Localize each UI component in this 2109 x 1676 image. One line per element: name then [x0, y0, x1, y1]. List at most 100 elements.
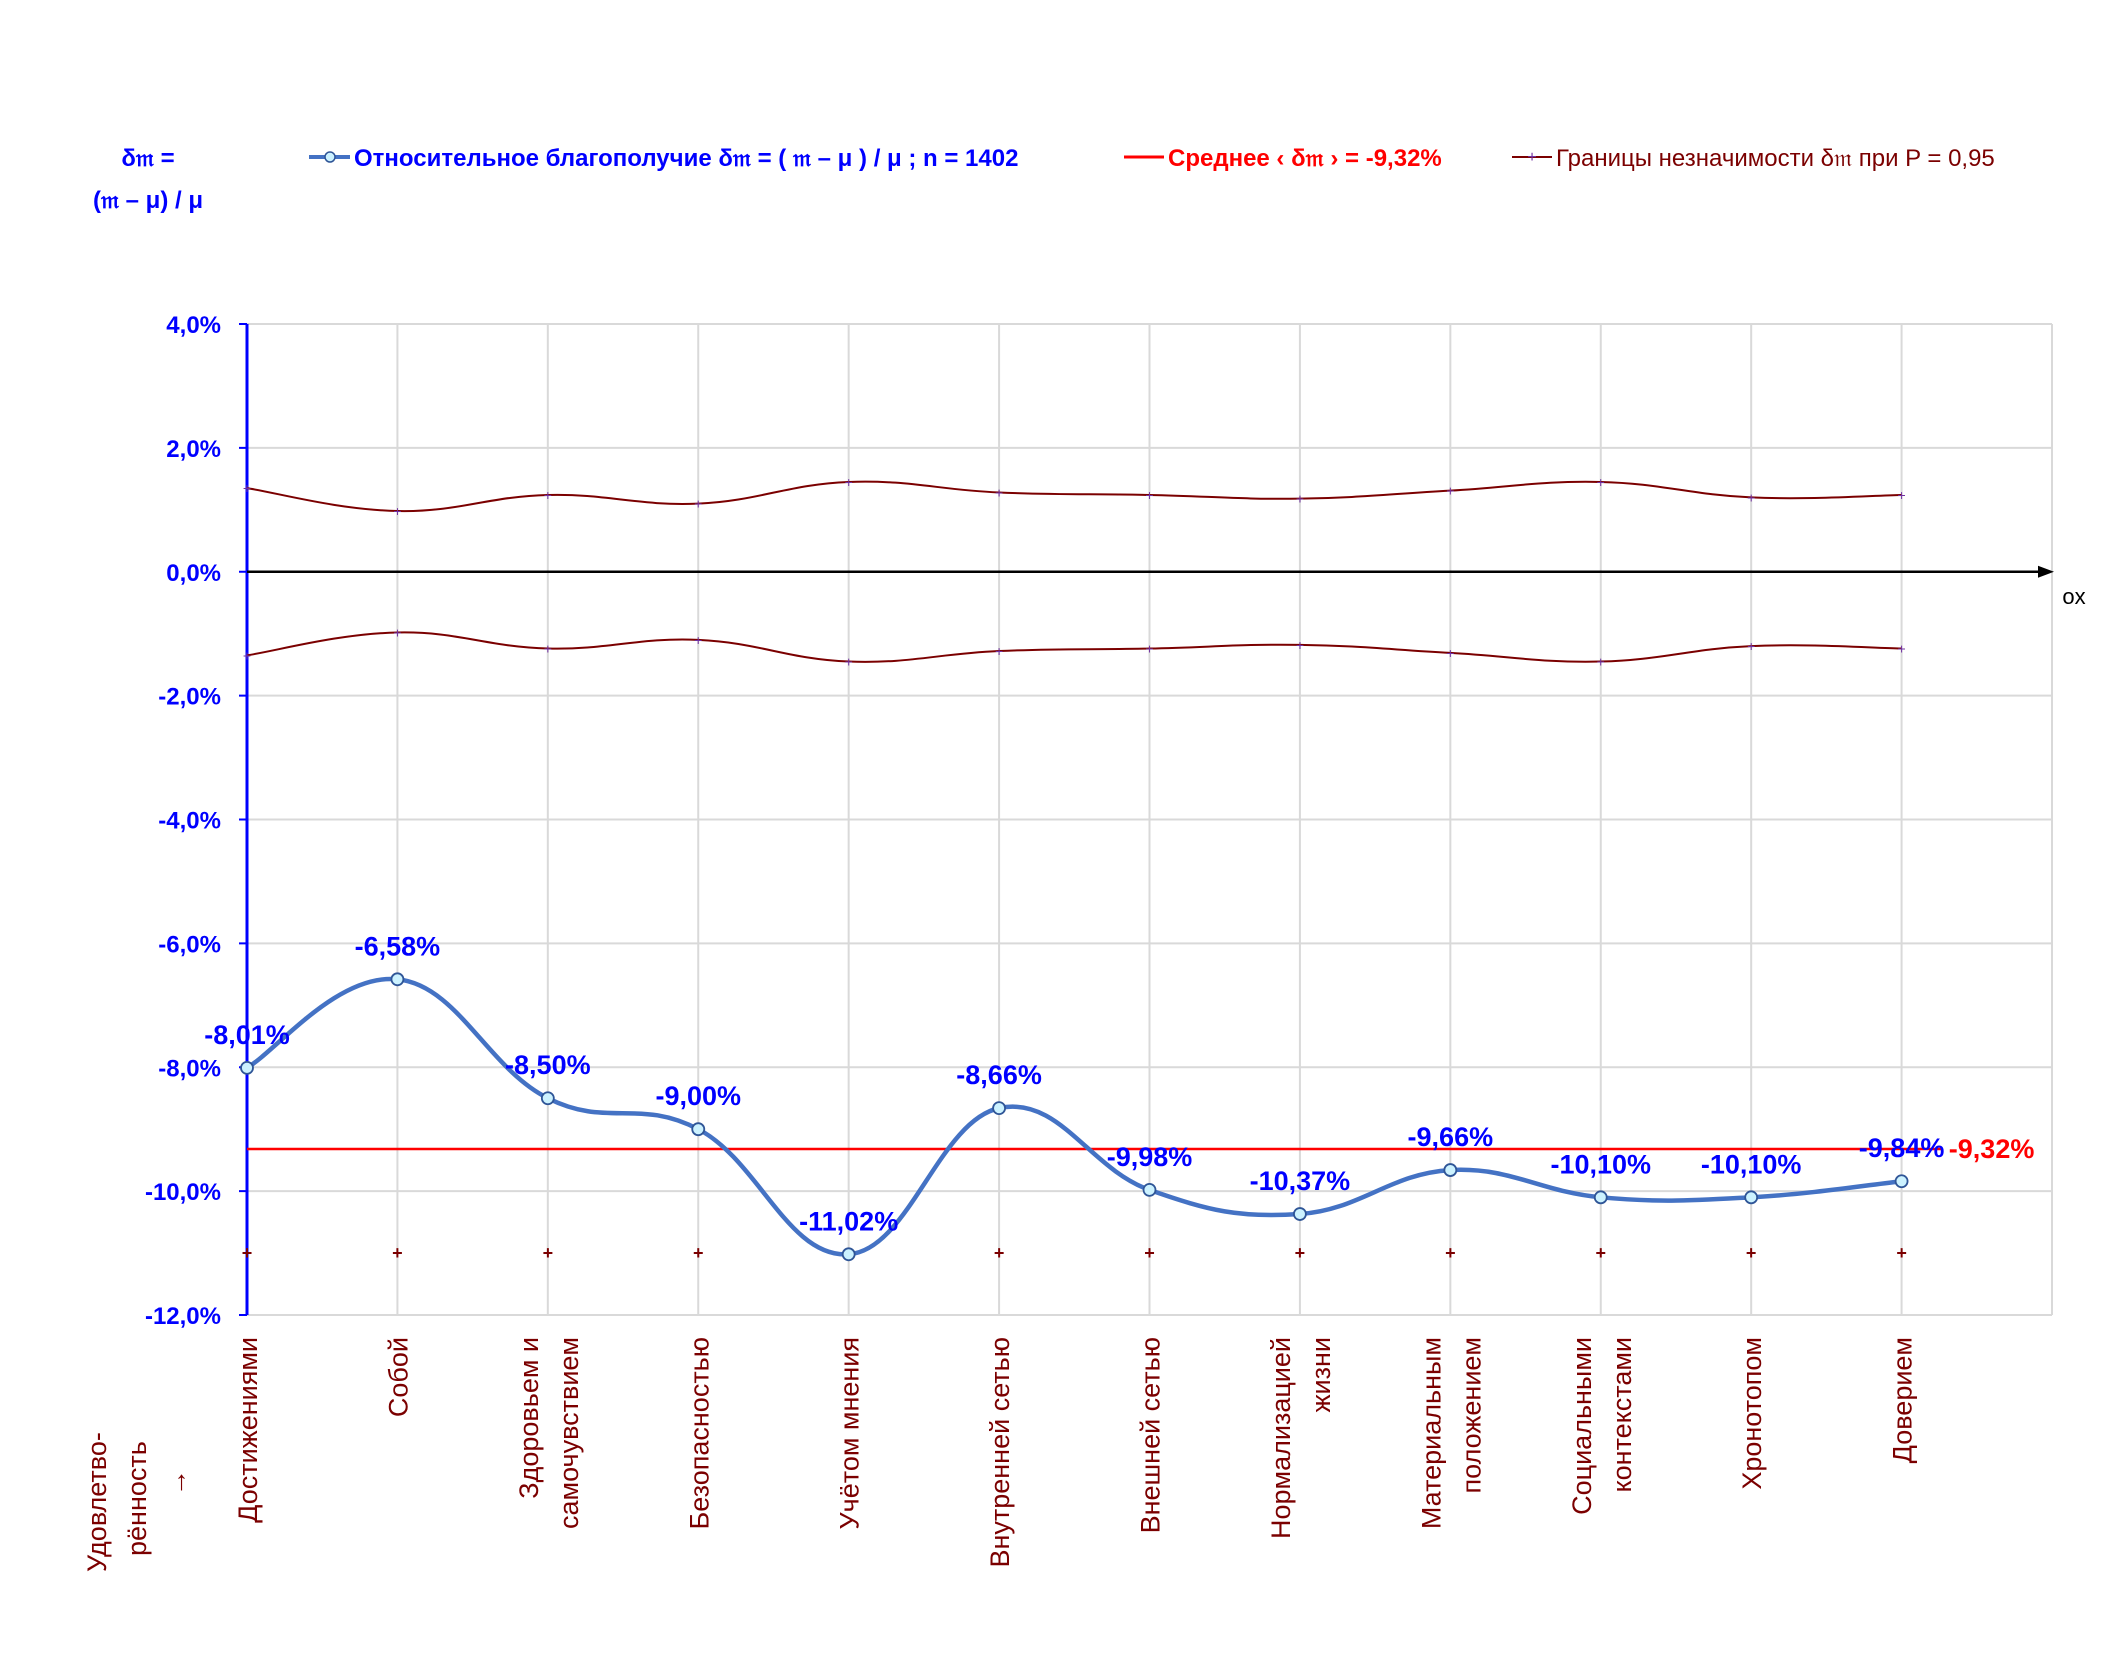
bounds-lower-marker: + [544, 641, 552, 657]
legend-label-relative-wellbeing: Относительное благополучие δ𝔪 = ( 𝔪 – μ … [354, 145, 1018, 172]
category-label: Достижениями [233, 1337, 263, 1523]
bounds-lower-marker: + [1747, 638, 1755, 654]
legend: Относительное благополучие δ𝔪 = ( 𝔪 – μ … [309, 145, 1995, 172]
data-point [1744, 1190, 1759, 1205]
bounds-lower-marker: + [1446, 645, 1454, 661]
bounds-upper-marker: + [544, 487, 552, 503]
bounds-lower-marker: + [393, 624, 401, 640]
bounds-upper-marker: + [995, 484, 1003, 500]
data-point [691, 1122, 706, 1137]
bounds-lower-marker: + [1597, 654, 1605, 670]
bounds-lower-marker: + [1897, 641, 1905, 657]
y-tick-label: -12,0% [145, 1303, 221, 1330]
legend-item-bounds: + Границы незначимости δ𝔪 при P = 0,95 [1512, 145, 1995, 172]
category-label-line: Здоровьем и [514, 1337, 544, 1499]
data-point [1443, 1163, 1458, 1177]
data-label: -8,50% [505, 1050, 591, 1080]
bounds-upper-marker: + [694, 496, 702, 512]
category-label: Учётом мнения [835, 1337, 865, 1529]
data-labels: -9,32% -8,01% -6,58% -8,50% -9,00% -11,02% -8,… [204, 931, 2034, 1236]
legend-label-bounds: Границы незначимости δ𝔪 при P = 0,95 [1556, 145, 1995, 172]
main-series-line [245, 976, 1902, 1257]
data-point [1293, 1207, 1307, 1221]
y-tick-label: 0,0% [166, 560, 221, 587]
category-label: Социальными контекстами [1567, 1337, 1637, 1515]
baseline-marker: + [1896, 1243, 1907, 1263]
data-label: -9,66% [1408, 1122, 1494, 1152]
category-label: Собой [383, 1337, 413, 1417]
bounds-upper-marker: + [845, 474, 853, 490]
x-axis-name: ox [2062, 584, 2085, 609]
bounds-upper-line [246, 480, 1902, 513]
y-tick-label: 4,0% [166, 312, 221, 339]
bounds-lower-marker: + [1296, 637, 1304, 653]
data-label: -11,02% [799, 1206, 898, 1236]
bounds-upper-marker: + [393, 503, 401, 519]
y-axis-title-line-2: (𝔪 – μ) / μ [93, 187, 203, 214]
category-label-line: жизни [1306, 1337, 1336, 1413]
bounds-upper-marker: + [1446, 483, 1454, 499]
data-label: -9,84% [1859, 1133, 1945, 1163]
legend-label-mean: Среднее ‹ δ𝔪 › = -9,32% [1168, 145, 1442, 172]
data-label: -6,58% [355, 931, 441, 961]
category-label: Нормализацией жизни [1266, 1337, 1336, 1539]
data-point [240, 1060, 254, 1075]
bounds-lower-marker: + [1145, 641, 1153, 657]
left-label-line-2: рённость [122, 1441, 152, 1556]
category-label-line: Социальными [1567, 1337, 1597, 1515]
left-label-arrow: → [162, 1469, 192, 1496]
data-point [992, 1101, 1006, 1116]
bounds-lower-line [246, 631, 1902, 663]
y-tick-label: 2,0% [166, 436, 221, 463]
y-tick-label: -8,0% [158, 1055, 221, 1082]
category-label-line: Внутренней сетью [985, 1337, 1015, 1568]
data-label: -8,66% [956, 1060, 1042, 1090]
data-label: -10,10% [1550, 1149, 1651, 1179]
data-label: -10,10% [1701, 1149, 1802, 1179]
bounds-lower-marker: + [694, 632, 702, 648]
data-label: -10,37% [1250, 1166, 1351, 1196]
data-point [1142, 1182, 1157, 1197]
y-tick-label: -6,0% [158, 931, 221, 958]
baseline-marker: + [994, 1243, 1005, 1263]
data-label: -9,00% [655, 1081, 741, 1111]
data-point [1593, 1190, 1608, 1205]
category-label-line: контекстами [1607, 1337, 1637, 1492]
category-label: Доверием [1888, 1337, 1918, 1463]
baseline-marker: + [1295, 1243, 1306, 1263]
category-label-line: Безопасностью [684, 1337, 714, 1529]
data-label: -8,01% [204, 1020, 290, 1050]
data-point [841, 1247, 856, 1262]
bounds-lower-marker: + [243, 647, 251, 663]
category-label: Внешней сетью [1136, 1337, 1166, 1533]
mean-label: -9,32% [1949, 1134, 2035, 1164]
baseline-marker: + [543, 1243, 554, 1263]
bounds-upper-marker: + [1145, 487, 1153, 503]
baseline-marker: + [242, 1243, 253, 1263]
category-label: Безопасностью [684, 1337, 714, 1529]
category-label-line: Учётом мнения [835, 1337, 865, 1529]
category-label-line: Материальным [1416, 1337, 1446, 1529]
category-label-line: Нормализацией [1266, 1337, 1296, 1539]
bounds-upper-marker: + [243, 480, 251, 496]
category-label-line: Хронотопом [1737, 1337, 1767, 1490]
category-label-line: Доверием [1888, 1337, 1918, 1463]
legend-marker-relative-wellbeing [324, 151, 336, 163]
category-labels: Достижениями Собой Здоровьем и самочувствие… [233, 1337, 1918, 1568]
category-label: Хронотопом [1737, 1337, 1767, 1490]
category-label-line: положением [1456, 1337, 1486, 1493]
legend-item-mean: Среднее ‹ δ𝔪 › = -9,32% [1124, 145, 1442, 172]
legend-marker-bounds: + [1527, 149, 1536, 166]
category-label-line: Собой [383, 1337, 413, 1417]
y-tick-label: -4,0% [158, 808, 221, 835]
y-tick-label: -10,0% [145, 1179, 221, 1206]
data-label: -9,98% [1107, 1142, 1193, 1172]
baseline-marker: + [1746, 1243, 1757, 1263]
y-axis-title: δ𝔪 = (𝔪 – μ) / μ [93, 145, 203, 214]
baseline-marker: + [1445, 1243, 1456, 1263]
bounds-upper-marker: + [1597, 474, 1605, 490]
bounds-upper-marker: + [1296, 491, 1304, 507]
category-label: Здоровьем и самочувствием [514, 1337, 584, 1529]
category-label: Материальным положением [1416, 1337, 1486, 1529]
